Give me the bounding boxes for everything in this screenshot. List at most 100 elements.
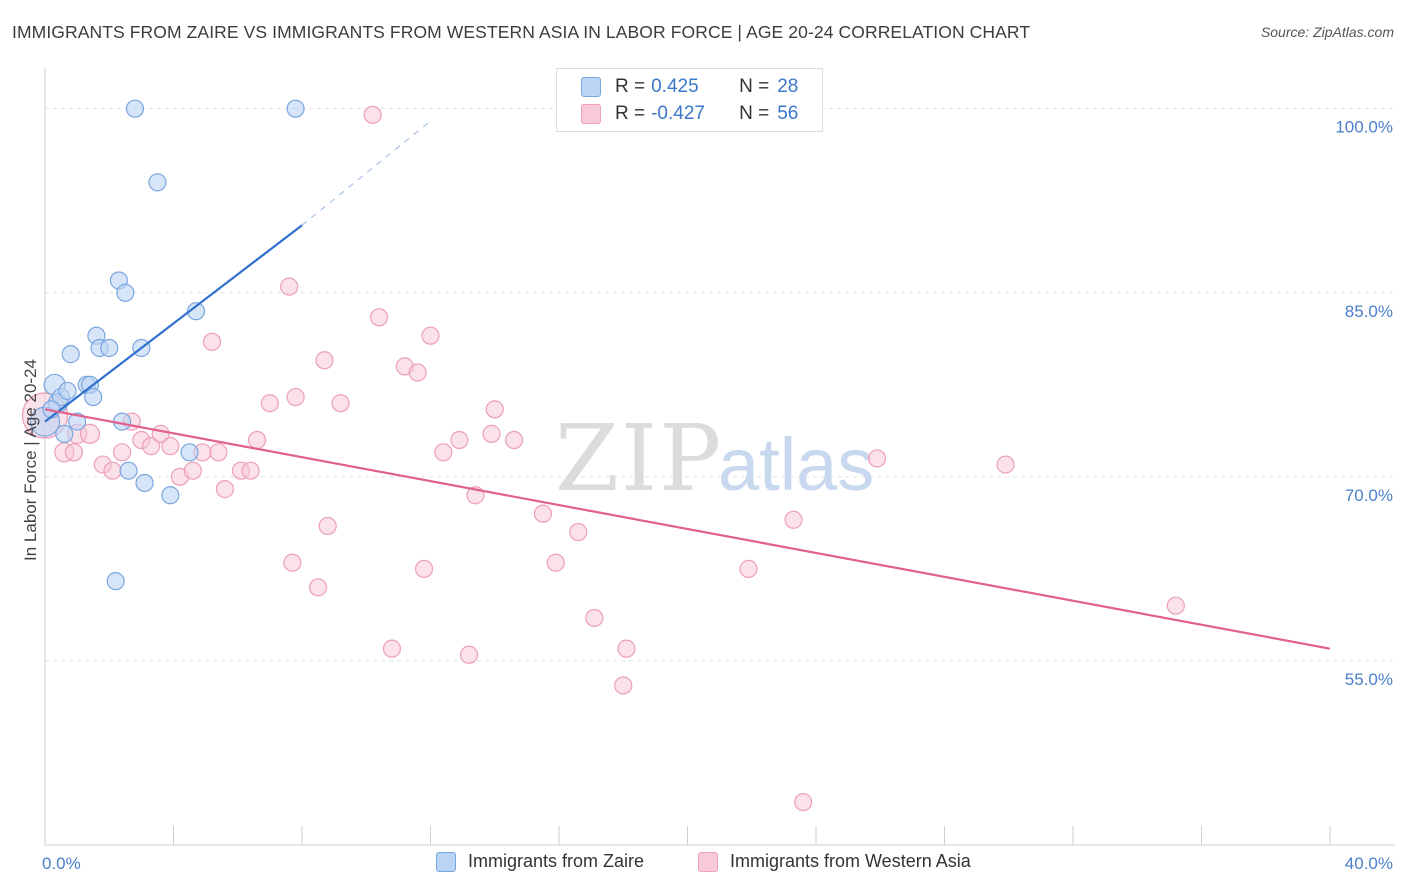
- y-tick-label: 85.0%: [1345, 302, 1393, 321]
- trend-line-zaire: [44, 224, 303, 423]
- legend-r-label-wasia: R =: [615, 103, 646, 124]
- point-zaire: [106, 572, 125, 591]
- legend-n-value-wasia: 56: [777, 103, 799, 124]
- series-legend-label-zaire: Immigrants from Zaire: [468, 851, 645, 871]
- point-western-asia: [434, 443, 453, 462]
- y-tick-label: 70.0%: [1345, 486, 1393, 505]
- point-zaire: [180, 443, 199, 462]
- legend-r-label-zaire: R =: [615, 76, 646, 97]
- legend-r-value-zaire: 0.425: [651, 76, 699, 97]
- series-legend-swatch-wasia: [698, 851, 718, 872]
- point-zaire: [68, 412, 87, 431]
- grid-lines: [45, 108, 1395, 662]
- point-western-asia: [112, 443, 132, 462]
- point-zaire: [148, 173, 167, 192]
- point-western-asia: [533, 504, 553, 523]
- tick-labels: 55.0% 70.0% 85.0% 100.0% 0.0% 40.0%: [42, 118, 1393, 873]
- y-tick-label: 100.0%: [1335, 118, 1393, 137]
- legend-n-label-wasia: N =: [739, 103, 770, 124]
- legend-swatch-wasia: [581, 104, 601, 124]
- point-western-asia: [482, 424, 501, 443]
- point-zaire: [125, 99, 145, 118]
- trend-lines: [44, 120, 1331, 650]
- point-western-asia: [79, 423, 101, 444]
- point-western-asia: [867, 449, 887, 468]
- point-western-asia: [215, 480, 234, 499]
- point-western-asia: [485, 400, 504, 419]
- point-western-asia: [421, 326, 440, 345]
- point-zaire: [119, 461, 138, 480]
- series-legend-swatch-zaire: [436, 851, 456, 872]
- trend-line-zaire-extension: [301, 120, 431, 226]
- watermark-zip: ZIP: [555, 405, 723, 512]
- point-western-asia: [318, 516, 337, 536]
- legend-n-label-zaire: N =: [739, 76, 770, 97]
- point-western-asia: [569, 522, 588, 542]
- point-zaire: [61, 345, 80, 364]
- point-western-asia: [504, 430, 524, 450]
- watermark: ZIP atlas: [555, 405, 874, 512]
- point-western-asia: [64, 443, 84, 462]
- legend-r-value-wasia: -0.427: [651, 103, 705, 124]
- y-tick-label: 55.0%: [1345, 670, 1393, 689]
- legend-row-zaire: R = 0.425 N = 28: [581, 75, 798, 99]
- point-western-asia: [450, 430, 469, 450]
- point-western-asia: [408, 363, 427, 382]
- x-tick-label-max: 40.0%: [1345, 854, 1393, 873]
- point-zaire: [100, 338, 119, 358]
- correlation-legend: R = 0.425 N = 28 R = -0.427 N = 56: [556, 68, 823, 132]
- point-western-asia: [459, 645, 479, 664]
- point-western-asia: [315, 351, 334, 370]
- point-western-asia: [286, 387, 305, 407]
- point-western-asia: [614, 676, 633, 695]
- point-western-asia: [739, 559, 758, 578]
- point-western-asia: [141, 437, 161, 456]
- trend-line-western-asia: [44, 408, 1331, 650]
- legend-swatch-zaire: [581, 77, 601, 97]
- point-zaire: [186, 302, 206, 321]
- point-zaire: [116, 283, 135, 302]
- axes: [44, 68, 1395, 846]
- point-western-asia: [585, 608, 604, 628]
- point-western-asia: [382, 639, 402, 658]
- point-western-asia: [546, 553, 565, 572]
- series-legend-wasia: Immigrants from Western Asia: [698, 851, 971, 872]
- series-legend-zaire: Immigrants from Zaire: [436, 851, 644, 872]
- point-western-asia: [202, 332, 222, 351]
- point-zaire: [286, 99, 305, 118]
- point-western-asia: [283, 553, 302, 572]
- point-western-asia: [308, 578, 328, 597]
- point-western-asia: [784, 510, 803, 529]
- point-western-asia: [247, 430, 267, 450]
- point-western-asia: [241, 461, 260, 480]
- series-western-asia-points: [21, 105, 1185, 812]
- point-western-asia: [414, 559, 434, 578]
- point-western-asia: [1166, 596, 1185, 615]
- point-western-asia: [183, 461, 202, 480]
- point-zaire: [161, 486, 180, 505]
- point-zaire: [55, 424, 74, 443]
- legend-n-value-zaire: 28: [777, 76, 799, 97]
- x-tick-label-min: 0.0%: [42, 854, 81, 873]
- point-zaire: [58, 381, 77, 401]
- point-western-asia: [794, 792, 813, 812]
- point-western-asia: [363, 105, 382, 124]
- point-western-asia: [209, 443, 228, 462]
- y-axis-label: In Labor Force | Age 20-24: [21, 359, 40, 561]
- point-zaire: [135, 473, 154, 493]
- watermark-atlas: atlas: [718, 423, 874, 506]
- point-western-asia: [331, 394, 350, 413]
- chart-title: IMMIGRANTS FROM ZAIRE VS IMMIGRANTS FROM…: [12, 22, 1031, 42]
- point-western-asia: [617, 639, 636, 658]
- source-credit: Source: ZipAtlas.com: [1260, 24, 1394, 40]
- point-western-asia: [161, 437, 180, 456]
- series-zaire-points: [29, 99, 305, 591]
- point-western-asia: [370, 308, 389, 327]
- point-western-asia: [103, 461, 122, 480]
- point-western-asia: [260, 394, 279, 413]
- legend-row-wasia: R = -0.427 N = 56: [581, 102, 798, 126]
- point-zaire: [84, 387, 103, 407]
- point-western-asia: [280, 277, 299, 296]
- series-legend-label-wasia: Immigrants from Western Asia: [730, 851, 971, 871]
